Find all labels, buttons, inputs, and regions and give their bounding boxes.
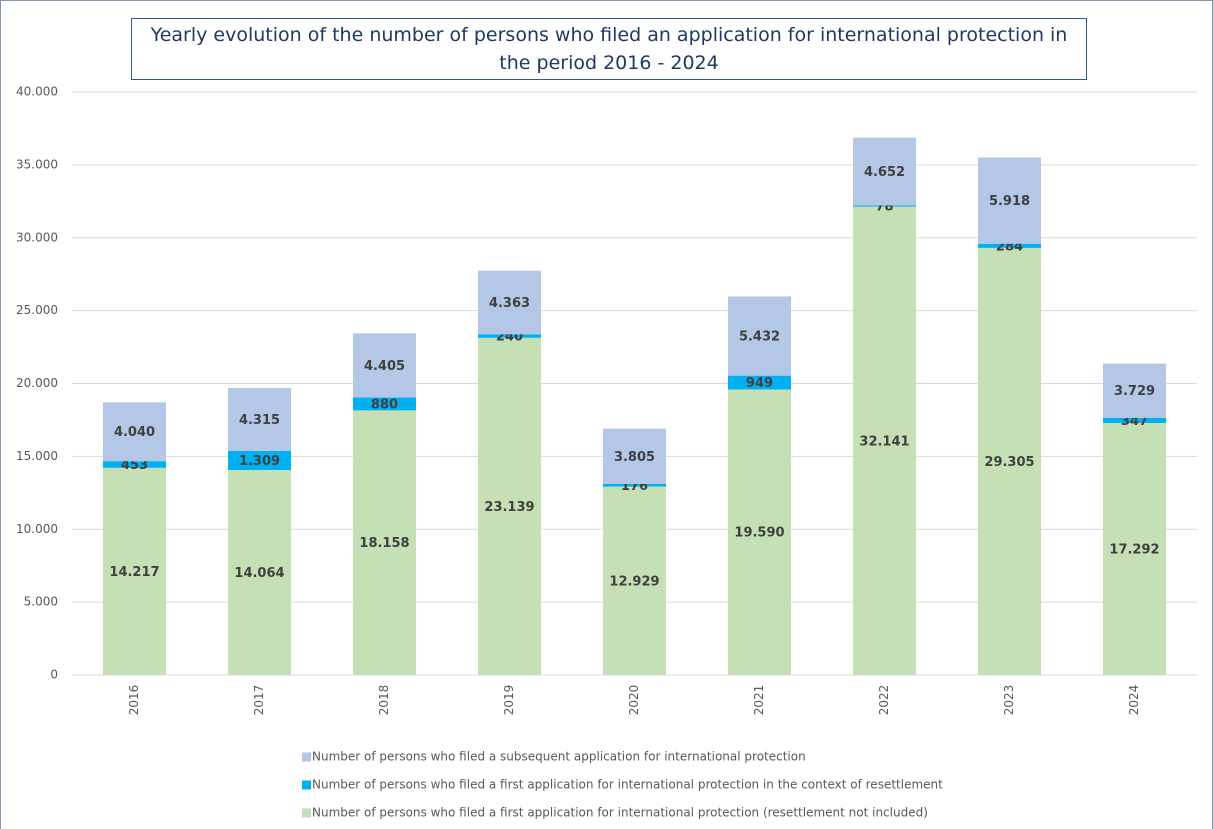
legend-swatch	[302, 752, 311, 762]
y-tick-label: 30.000	[16, 230, 58, 244]
bar-segment	[853, 137, 916, 206]
data-label: 1.309	[239, 454, 280, 469]
data-label: 19.590	[734, 526, 784, 541]
x-tick-label: 2024	[1127, 685, 1141, 716]
data-label: 14.217	[109, 565, 159, 580]
y-tick-label: 40.000	[16, 85, 58, 99]
data-label: 14.064	[234, 566, 284, 581]
bar-segment	[603, 428, 666, 484]
x-tick-label: 2017	[252, 685, 266, 716]
data-label: 17.292	[1109, 542, 1159, 557]
legend-swatch	[302, 808, 311, 818]
data-label: 23.139	[484, 500, 534, 515]
y-tick-label: 35.000	[16, 157, 58, 171]
bar-segment	[353, 397, 416, 411]
bar-segment	[603, 486, 666, 675]
bar-segment	[228, 470, 291, 675]
data-label: 5.918	[989, 194, 1030, 209]
bar-segment	[353, 333, 416, 398]
data-label: 3.805	[614, 450, 655, 465]
bar-segment	[478, 334, 541, 338]
data-label: 12.929	[609, 574, 659, 589]
bar-segment	[478, 270, 541, 335]
y-tick-label: 0	[50, 668, 58, 682]
bar-segment	[603, 483, 666, 487]
x-tick-label: 2021	[752, 685, 766, 716]
data-label: 4.040	[114, 425, 155, 440]
data-label: 4.315	[239, 413, 280, 428]
bar-segment	[728, 389, 791, 675]
data-label: 4.405	[364, 359, 405, 374]
data-label: 29.305	[984, 455, 1034, 470]
x-tick-label: 2016	[127, 685, 141, 716]
bar-segment	[978, 243, 1041, 248]
bar-segment	[1103, 422, 1166, 675]
bar-segment	[103, 461, 166, 468]
bar-segment	[228, 450, 291, 471]
legend-label: Number of persons who filed a first appl…	[312, 806, 928, 820]
chart-title: Yearly evolution of the number of person…	[131, 18, 1087, 80]
data-label: 3.729	[1114, 384, 1155, 399]
data-label: 880	[371, 397, 398, 412]
x-tick-label: 2023	[1002, 685, 1016, 716]
bar-segment	[1103, 363, 1166, 418]
bar-segment	[853, 206, 916, 675]
y-tick-label: 5.000	[24, 595, 58, 609]
bar-segment	[978, 157, 1041, 244]
legend-label: Number of persons who filed a subsequent…	[312, 750, 806, 764]
data-label: 4.652	[864, 165, 905, 180]
bar-segment	[103, 402, 166, 462]
bar-segment	[103, 467, 166, 675]
bar-segment	[728, 375, 791, 390]
data-label: 949	[746, 376, 773, 391]
bar-segment	[853, 205, 916, 207]
bar-segment	[728, 296, 791, 376]
x-tick-label: 2018	[377, 685, 391, 716]
bar-segment	[478, 337, 541, 675]
y-tick-label: 20.000	[16, 376, 58, 390]
data-label: 32.141	[859, 434, 909, 449]
bar-segment	[353, 410, 416, 675]
bar-segment	[228, 388, 291, 451]
x-tick-label: 2020	[627, 685, 641, 716]
bar-segment	[978, 247, 1041, 675]
data-label: 453	[121, 458, 148, 473]
x-tick-label: 2022	[877, 685, 891, 716]
legend-swatch	[302, 780, 311, 790]
data-label: 18.158	[359, 536, 409, 551]
y-tick-label: 10.000	[16, 522, 58, 536]
data-label: 4.363	[489, 296, 530, 311]
bar-segment	[1103, 417, 1166, 423]
y-tick-label: 15.000	[16, 449, 58, 463]
x-tick-label: 2019	[502, 685, 516, 716]
data-label: 5.432	[739, 330, 780, 345]
y-tick-label: 25.000	[16, 303, 58, 317]
legend-label: Number of persons who filed a first appl…	[312, 778, 943, 792]
